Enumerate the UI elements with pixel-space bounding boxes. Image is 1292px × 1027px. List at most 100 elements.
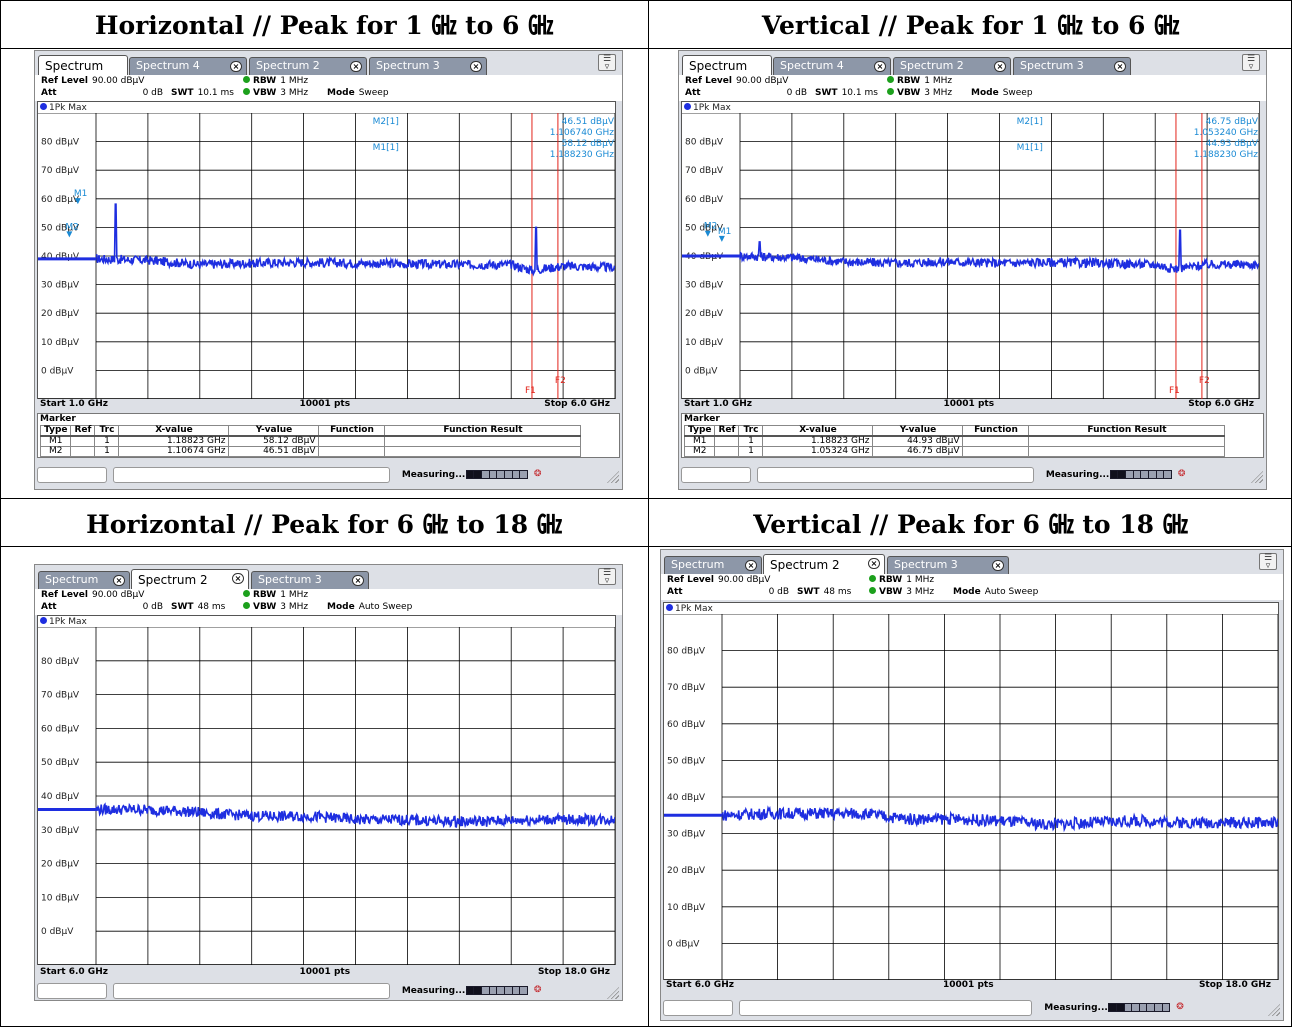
y-tick-label: 40 dBµV [41, 792, 80, 802]
tab-close-icon[interactable]: × [1114, 61, 1126, 72]
tab-bar: Spectrum × Spectrum 2 × Spectrum 3 × [35, 569, 622, 591]
y-tick-label: 20 dBµV [41, 309, 80, 319]
tab-spectrum-2[interactable]: Spectrum 2 × [249, 57, 367, 75]
sweep-progress [1109, 470, 1172, 479]
y-tick-label-bg [666, 864, 720, 875]
start-frequency: Start 1.0 GHz [684, 399, 752, 409]
spectrum-plot[interactable]: 1Pk Max 80 dBµV 70 dBµV 60 dBµV 50 dBµV 40 dB… [37, 101, 616, 399]
tab-spectrum[interactable]: Spectrum × [664, 556, 762, 574]
status-message-field[interactable] [739, 1000, 1033, 1016]
menu-toggle-icon[interactable]: ☰ ▿ [1259, 553, 1277, 571]
progress-segment [512, 471, 520, 478]
setting-value: 3 MHz [280, 602, 309, 612]
tab-close-icon[interactable]: × [230, 61, 242, 72]
tab-spectrum-2[interactable]: Spectrum 2 × [763, 554, 885, 576]
tab-close-icon[interactable]: × [470, 61, 482, 72]
status-bar: Measuring... ❂ [35, 981, 622, 1000]
marker-readout-m2-name: M2[1] [1017, 117, 1043, 127]
tab-spectrum-3[interactable]: Spectrum 3 × [1013, 57, 1131, 75]
tab-close-icon[interactable]: × [745, 560, 757, 571]
status-field[interactable] [37, 983, 107, 999]
resize-grip-icon[interactable] [1268, 1004, 1280, 1016]
tab-spectrum-3[interactable]: Spectrum 3 × [251, 571, 369, 589]
status-dot-icon [887, 76, 894, 83]
frequency-line-label: F1 [1169, 386, 1180, 396]
tab-spectrum-2[interactable]: Spectrum 2 × [131, 569, 249, 591]
marker-readout-m1-name: M1[1] [1017, 143, 1043, 153]
status-field[interactable] [663, 1000, 733, 1016]
table-row[interactable]: M1 1 1.18823 GHz 44.93 dBµV [683, 435, 1226, 447]
menu-toggle-icon[interactable]: ☰ ▿ [1242, 54, 1260, 72]
marker-m2-icon[interactable] [704, 230, 711, 237]
tab-label: Spectrum 2 [256, 59, 320, 72]
table-row[interactable]: M1 1 1.18823 GHz 58.12 dBµV [39, 435, 582, 447]
tab-spectrum-2[interactable]: Spectrum 2 × [893, 57, 1011, 75]
setting-label: Ref Level [667, 575, 714, 585]
tab-label: Spectrum [45, 59, 104, 73]
setting-label: RBW [253, 76, 277, 86]
y-tick-label-bg [40, 192, 94, 203]
progress-segment [1133, 471, 1141, 478]
tab-close-icon[interactable]: × [113, 575, 125, 586]
tab-spectrum-3[interactable]: Spectrum 3 × [369, 57, 487, 75]
tab-spectrum-4[interactable]: Spectrum 4 × [773, 57, 891, 75]
y-tick-label-bg [684, 307, 738, 318]
progress-segment [1116, 1004, 1124, 1011]
spectrum-plot[interactable]: 1Pk Max 80 dBµV 70 dBµV 60 dBµV 50 dBµV 40 dB… [37, 615, 616, 965]
frequency-line-label: F2 [1199, 376, 1210, 386]
tab-spectrum[interactable]: Spectrum [682, 55, 772, 77]
tab-close-icon[interactable]: × [350, 61, 362, 72]
progress-segment [497, 471, 504, 478]
progress-segment [1124, 1004, 1132, 1011]
y-tick-label-bg [684, 335, 738, 346]
frequency-line-label: F1 [525, 386, 536, 396]
setting-value: 48 ms [197, 602, 226, 612]
tab-spectrum[interactable]: Spectrum × [38, 571, 130, 589]
y-tick-label: 70 dBµV [41, 691, 80, 701]
marker-m2-icon[interactable] [66, 231, 73, 238]
column-header: Trc [738, 425, 764, 437]
tab-close-icon[interactable]: × [994, 61, 1006, 72]
status-field[interactable] [681, 467, 751, 483]
resize-grip-icon[interactable] [607, 471, 619, 483]
table-row[interactable]: M2 1 1.05324 GHz 46.75 dBµV [683, 446, 1226, 457]
setting-att: Att 0 dB [667, 587, 789, 597]
marker-m1-icon[interactable] [74, 198, 81, 205]
tab-close-icon[interactable]: × [874, 61, 886, 72]
resize-grip-icon[interactable] [1251, 471, 1263, 483]
marker-readout-m2-level: 46.75 dBµV [1206, 117, 1259, 127]
setting-label: SWT [797, 587, 820, 597]
tab-spectrum[interactable]: Spectrum [38, 55, 128, 77]
tab-bar: Spectrum Spectrum 4 × Spectrum 2 × Spectrum 3… [679, 55, 1266, 77]
spectrum-graph: 80 dBµV 70 dBµV 60 dBµV 50 dBµV 40 dBµV 30 dB… [664, 614, 1278, 980]
y-tick-label-bg [40, 221, 94, 232]
sweep-points: 10001 pts [299, 967, 351, 977]
y-tick-label: 70 dBµV [685, 166, 724, 176]
y-tick-label: 50 dBµV [685, 223, 724, 233]
y-tick-label-bg [684, 364, 738, 375]
status-message-field[interactable] [113, 467, 390, 483]
spectrum-plot[interactable]: 1Pk Max 80 dBµV 70 dBµV 60 dBµV 50 dBµV 40 dB… [681, 101, 1260, 399]
setting-vbw: VBW 3 MHz [243, 88, 308, 98]
rs-logo-icon: ❂ [1177, 469, 1186, 479]
resize-grip-icon[interactable] [607, 987, 619, 999]
status-message-field[interactable] [113, 983, 390, 999]
spectrum-plot[interactable]: 1Pk Max 80 dBµV 70 dBµV 60 dBµV 50 dBµV 40 dB… [663, 602, 1279, 980]
setting-value: Sweep [358, 88, 389, 98]
y-tick-label: 0 dBµV [41, 927, 74, 937]
tab-close-icon[interactable]: × [992, 560, 1004, 571]
marker-m1-icon[interactable] [718, 235, 725, 242]
tab-spectrum-3[interactable]: Spectrum 3 × [887, 556, 1009, 574]
tab-close-icon[interactable]: × [352, 575, 364, 586]
status-message-field[interactable] [757, 467, 1034, 483]
sweep-points: 10001 pts [943, 399, 995, 409]
menu-toggle-icon[interactable]: ☰ ▿ [598, 568, 616, 586]
menu-toggle-icon[interactable]: ☰ ▿ [598, 54, 616, 72]
table-row[interactable]: M2 1 1.10674 GHz 46.51 dBµV [39, 446, 582, 457]
tab-close-icon[interactable]: × [232, 573, 244, 584]
tab-close-icon[interactable]: × [868, 558, 880, 569]
marker-table-grid: Type Ref Trc X-value Y-value Function Function… [683, 425, 1226, 457]
tab-spectrum-4[interactable]: Spectrum 4 × [129, 57, 247, 75]
column-header: X-value [762, 425, 874, 437]
status-field[interactable] [37, 467, 107, 483]
